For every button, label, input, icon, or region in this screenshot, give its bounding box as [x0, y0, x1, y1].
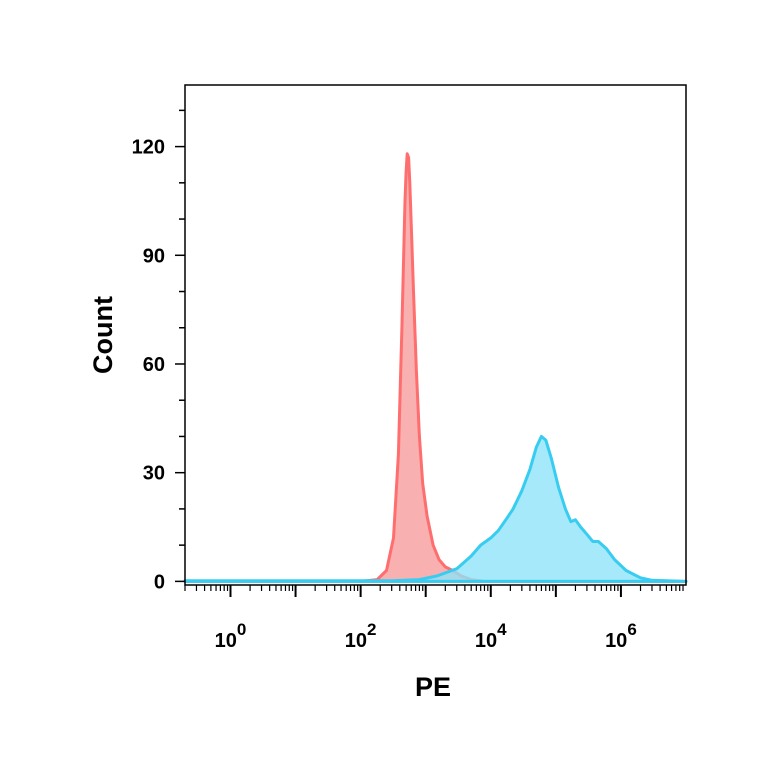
y-tick-label: 60	[143, 354, 165, 376]
x-axis: 100 102 104 106	[184, 585, 684, 652]
x-axis-title: PE	[415, 672, 451, 702]
y-tick-label: 0	[154, 571, 165, 593]
y-axis-title: Count	[88, 296, 118, 374]
x-tick-label: 106	[605, 620, 637, 652]
y-tick-label: 90	[143, 245, 165, 267]
y-tick-label: 30	[143, 463, 165, 485]
x-tick-label: 104	[475, 620, 507, 652]
y-tick-label: 120	[132, 137, 165, 159]
histogram-series-2	[183, 434, 688, 583]
x-tick-label: 102	[345, 620, 377, 652]
x-tick-label: 100	[215, 620, 247, 652]
plot-frame	[184, 84, 687, 586]
series-layer	[183, 152, 688, 583]
plot-area-background	[185, 85, 686, 585]
y-axis: 0 30 60 90 120	[132, 109, 185, 593]
